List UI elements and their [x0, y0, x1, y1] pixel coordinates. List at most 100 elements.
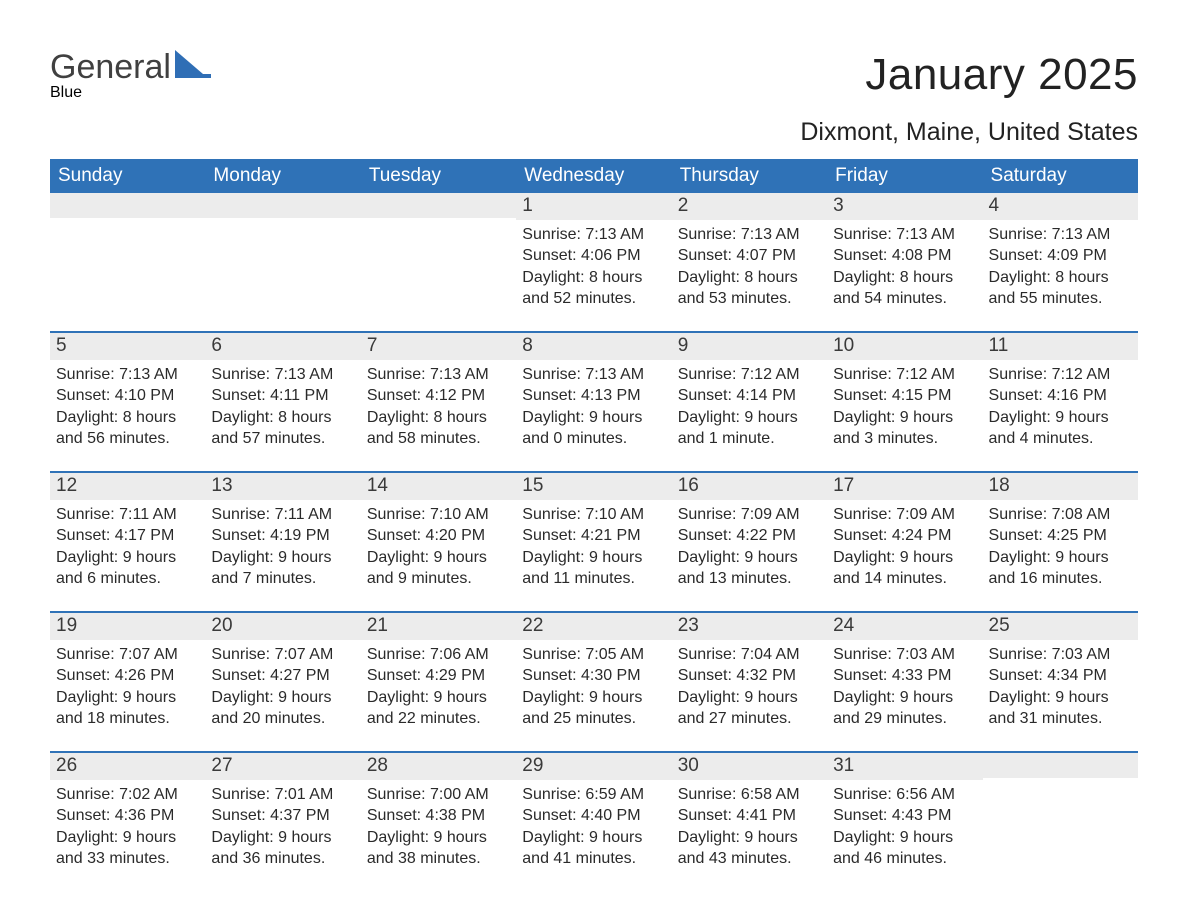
- daylight-text: Daylight: 9 hours and 18 minutes.: [56, 687, 199, 730]
- week-row: 5Sunrise: 7:13 AMSunset: 4:10 PMDaylight…: [50, 332, 1138, 472]
- day-cell: 25Sunrise: 7:03 AMSunset: 4:34 PMDayligh…: [983, 612, 1138, 752]
- day-cell: 7Sunrise: 7:13 AMSunset: 4:12 PMDaylight…: [361, 332, 516, 472]
- day-number: 4: [983, 193, 1138, 220]
- day-number: 15: [516, 473, 671, 500]
- daylight-text: Daylight: 9 hours and 20 minutes.: [211, 687, 354, 730]
- daylight-text: Daylight: 9 hours and 27 minutes.: [678, 687, 821, 730]
- day-cell: 21Sunrise: 7:06 AMSunset: 4:29 PMDayligh…: [361, 612, 516, 752]
- day-details: Sunrise: 7:04 AMSunset: 4:32 PMDaylight:…: [672, 640, 827, 730]
- daylight-text: Daylight: 9 hours and 0 minutes.: [522, 407, 665, 450]
- day-cell: 17Sunrise: 7:09 AMSunset: 4:24 PMDayligh…: [827, 472, 982, 612]
- daylight-text: Daylight: 8 hours and 57 minutes.: [211, 407, 354, 450]
- calendar-body: 1Sunrise: 7:13 AMSunset: 4:06 PMDaylight…: [50, 193, 1138, 891]
- sunrise-text: Sunrise: 7:11 AM: [56, 504, 199, 526]
- col-thursday: Thursday: [672, 159, 827, 193]
- day-cell: 10Sunrise: 7:12 AMSunset: 4:15 PMDayligh…: [827, 332, 982, 472]
- sunrise-text: Sunrise: 7:10 AM: [367, 504, 510, 526]
- daylight-text: Daylight: 9 hours and 33 minutes.: [56, 827, 199, 870]
- sunrise-text: Sunrise: 7:05 AM: [522, 644, 665, 666]
- sunset-text: Sunset: 4:26 PM: [56, 665, 199, 687]
- sunrise-text: Sunrise: 6:58 AM: [678, 784, 821, 806]
- sunset-text: Sunset: 4:06 PM: [522, 245, 665, 267]
- sunset-text: Sunset: 4:16 PM: [989, 385, 1132, 407]
- empty-day: [983, 753, 1138, 778]
- day-cell: 2Sunrise: 7:13 AMSunset: 4:07 PMDaylight…: [672, 193, 827, 332]
- col-saturday: Saturday: [983, 159, 1138, 193]
- day-number: 25: [983, 613, 1138, 640]
- sunrise-text: Sunrise: 7:07 AM: [211, 644, 354, 666]
- sunrise-text: Sunrise: 7:10 AM: [522, 504, 665, 526]
- sunset-text: Sunset: 4:12 PM: [367, 385, 510, 407]
- daylight-text: Daylight: 9 hours and 41 minutes.: [522, 827, 665, 870]
- day-number: 27: [205, 753, 360, 780]
- daylight-text: Daylight: 9 hours and 43 minutes.: [678, 827, 821, 870]
- sunrise-text: Sunrise: 7:02 AM: [56, 784, 199, 806]
- col-friday: Friday: [827, 159, 982, 193]
- day-cell: 16Sunrise: 7:09 AMSunset: 4:22 PMDayligh…: [672, 472, 827, 612]
- sunrise-text: Sunrise: 7:08 AM: [989, 504, 1132, 526]
- sunset-text: Sunset: 4:17 PM: [56, 525, 199, 547]
- sunrise-text: Sunrise: 7:13 AM: [522, 364, 665, 386]
- day-cell: 4Sunrise: 7:13 AMSunset: 4:09 PMDaylight…: [983, 193, 1138, 332]
- day-details: Sunrise: 6:59 AMSunset: 4:40 PMDaylight:…: [516, 780, 671, 870]
- sunset-text: Sunset: 4:27 PM: [211, 665, 354, 687]
- day-number: 20: [205, 613, 360, 640]
- day-cell: 27Sunrise: 7:01 AMSunset: 4:37 PMDayligh…: [205, 752, 360, 891]
- day-number: 17: [827, 473, 982, 500]
- sunset-text: Sunset: 4:33 PM: [833, 665, 976, 687]
- sunrise-text: Sunrise: 7:12 AM: [678, 364, 821, 386]
- sunset-text: Sunset: 4:13 PM: [522, 385, 665, 407]
- day-details: Sunrise: 7:09 AMSunset: 4:24 PMDaylight:…: [827, 500, 982, 590]
- day-number: 11: [983, 333, 1138, 360]
- day-number: 19: [50, 613, 205, 640]
- sunset-text: Sunset: 4:20 PM: [367, 525, 510, 547]
- sunset-text: Sunset: 4:09 PM: [989, 245, 1132, 267]
- daylight-text: Daylight: 9 hours and 36 minutes.: [211, 827, 354, 870]
- day-number: 30: [672, 753, 827, 780]
- day-cell: 12Sunrise: 7:11 AMSunset: 4:17 PMDayligh…: [50, 472, 205, 612]
- daylight-text: Daylight: 9 hours and 9 minutes.: [367, 547, 510, 590]
- day-details: Sunrise: 7:09 AMSunset: 4:22 PMDaylight:…: [672, 500, 827, 590]
- day-number: 9: [672, 333, 827, 360]
- col-sunday: Sunday: [50, 159, 205, 193]
- day-number: 29: [516, 753, 671, 780]
- day-details: Sunrise: 7:13 AMSunset: 4:09 PMDaylight:…: [983, 220, 1138, 310]
- day-cell: 19Sunrise: 7:07 AMSunset: 4:26 PMDayligh…: [50, 612, 205, 752]
- header-row: General Blue January 2025 Dixmont, Maine…: [50, 50, 1138, 147]
- day-cell: 23Sunrise: 7:04 AMSunset: 4:32 PMDayligh…: [672, 612, 827, 752]
- day-cell: [50, 193, 205, 332]
- day-details: Sunrise: 7:10 AMSunset: 4:21 PMDaylight:…: [516, 500, 671, 590]
- sunrise-text: Sunrise: 7:01 AM: [211, 784, 354, 806]
- month-title: January 2025: [800, 50, 1138, 100]
- day-number: 7: [361, 333, 516, 360]
- day-cell: 1Sunrise: 7:13 AMSunset: 4:06 PMDaylight…: [516, 193, 671, 332]
- day-cell: 24Sunrise: 7:03 AMSunset: 4:33 PMDayligh…: [827, 612, 982, 752]
- sunset-text: Sunset: 4:34 PM: [989, 665, 1132, 687]
- day-number: 14: [361, 473, 516, 500]
- day-details: Sunrise: 7:13 AMSunset: 4:13 PMDaylight:…: [516, 360, 671, 450]
- day-details: Sunrise: 7:13 AMSunset: 4:06 PMDaylight:…: [516, 220, 671, 310]
- day-number: 2: [672, 193, 827, 220]
- day-cell: 13Sunrise: 7:11 AMSunset: 4:19 PMDayligh…: [205, 472, 360, 612]
- day-number: 31: [827, 753, 982, 780]
- day-cell: 28Sunrise: 7:00 AMSunset: 4:38 PMDayligh…: [361, 752, 516, 891]
- sunset-text: Sunset: 4:38 PM: [367, 805, 510, 827]
- daylight-text: Daylight: 9 hours and 1 minute.: [678, 407, 821, 450]
- day-cell: 29Sunrise: 6:59 AMSunset: 4:40 PMDayligh…: [516, 752, 671, 891]
- day-cell: 3Sunrise: 7:13 AMSunset: 4:08 PMDaylight…: [827, 193, 982, 332]
- day-details: Sunrise: 7:12 AMSunset: 4:14 PMDaylight:…: [672, 360, 827, 450]
- day-details: Sunrise: 7:10 AMSunset: 4:20 PMDaylight:…: [361, 500, 516, 590]
- daylight-text: Daylight: 9 hours and 4 minutes.: [989, 407, 1132, 450]
- sunset-text: Sunset: 4:14 PM: [678, 385, 821, 407]
- day-details: Sunrise: 7:06 AMSunset: 4:29 PMDaylight:…: [361, 640, 516, 730]
- day-details: Sunrise: 7:03 AMSunset: 4:34 PMDaylight:…: [983, 640, 1138, 730]
- sunrise-text: Sunrise: 6:56 AM: [833, 784, 976, 806]
- day-cell: 9Sunrise: 7:12 AMSunset: 4:14 PMDaylight…: [672, 332, 827, 472]
- logo-text-main: General: [50, 50, 171, 84]
- day-details: Sunrise: 7:03 AMSunset: 4:33 PMDaylight:…: [827, 640, 982, 730]
- day-number: 26: [50, 753, 205, 780]
- sunrise-text: Sunrise: 7:12 AM: [989, 364, 1132, 386]
- sunrise-text: Sunrise: 7:13 AM: [56, 364, 199, 386]
- sunset-text: Sunset: 4:10 PM: [56, 385, 199, 407]
- col-monday: Monday: [205, 159, 360, 193]
